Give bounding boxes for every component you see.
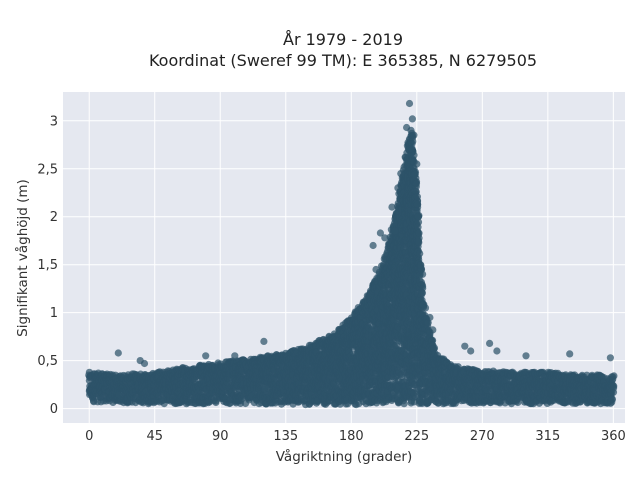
chart-title-line-1: År 1979 - 2019 [283, 30, 403, 49]
scatter-point [412, 179, 421, 188]
chart-title-line-2: Koordinat (Sweref 99 TM): E 365385, N 62… [149, 51, 537, 70]
scatter-points [85, 99, 618, 409]
scatter-point [413, 193, 421, 201]
scatter-point [411, 170, 419, 178]
scatter-point [414, 223, 422, 231]
scatter-point [413, 200, 421, 208]
scatter-point [410, 151, 418, 159]
